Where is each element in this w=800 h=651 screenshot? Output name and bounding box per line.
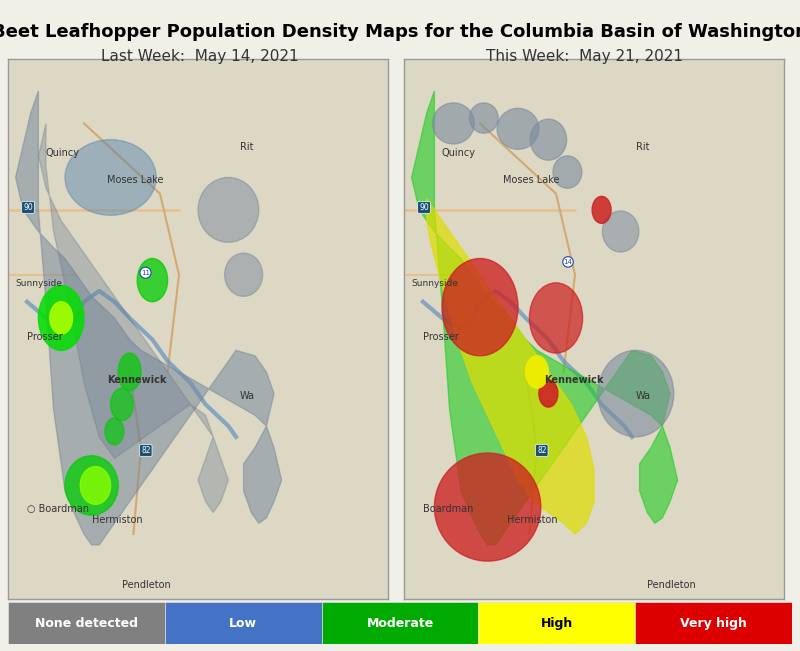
Text: 90: 90 <box>419 203 429 212</box>
Ellipse shape <box>598 350 674 437</box>
Ellipse shape <box>470 103 498 133</box>
Text: ○ Boardman: ○ Boardman <box>27 505 89 514</box>
Text: Rit: Rit <box>240 143 254 152</box>
Polygon shape <box>38 124 229 512</box>
Ellipse shape <box>105 418 124 445</box>
Text: Prosser: Prosser <box>27 331 62 342</box>
Ellipse shape <box>602 211 639 252</box>
Text: 14: 14 <box>563 259 573 265</box>
FancyBboxPatch shape <box>635 602 792 644</box>
Text: None detected: None detected <box>35 617 138 630</box>
FancyBboxPatch shape <box>8 602 165 644</box>
Text: Kennewick: Kennewick <box>107 375 166 385</box>
Text: Last Week:  May 14, 2021: Last Week: May 14, 2021 <box>101 49 299 64</box>
Text: Sunnyside: Sunnyside <box>412 279 458 288</box>
Ellipse shape <box>497 108 539 149</box>
Text: Wa: Wa <box>240 391 254 401</box>
Text: Hermiston: Hermiston <box>506 516 558 525</box>
Ellipse shape <box>592 197 611 223</box>
Ellipse shape <box>225 253 262 296</box>
Text: Sunnyside: Sunnyside <box>16 279 62 288</box>
Text: Moses Lake: Moses Lake <box>107 175 163 185</box>
Ellipse shape <box>434 453 541 561</box>
Ellipse shape <box>80 467 110 505</box>
FancyBboxPatch shape <box>322 602 478 644</box>
Polygon shape <box>412 91 678 545</box>
Text: Kennewick: Kennewick <box>545 375 604 385</box>
FancyBboxPatch shape <box>165 602 322 644</box>
Polygon shape <box>427 199 594 534</box>
Ellipse shape <box>50 302 73 334</box>
Ellipse shape <box>110 388 134 421</box>
Text: Low: Low <box>230 617 258 630</box>
Ellipse shape <box>38 286 84 350</box>
Text: Boardman: Boardman <box>423 505 474 514</box>
Text: Wa: Wa <box>636 391 651 401</box>
Text: Quincy: Quincy <box>46 148 80 158</box>
Ellipse shape <box>530 283 582 353</box>
Text: Pendleton: Pendleton <box>122 580 170 590</box>
Ellipse shape <box>442 258 518 356</box>
Text: 82: 82 <box>141 446 150 455</box>
Ellipse shape <box>118 353 141 391</box>
Text: 90: 90 <box>23 203 33 212</box>
Text: Rit: Rit <box>636 143 650 152</box>
Ellipse shape <box>530 119 566 160</box>
Ellipse shape <box>65 456 118 515</box>
Text: High: High <box>541 617 573 630</box>
Text: Beet Leafhopper Population Density Maps for the Columbia Basin of Washington: Beet Leafhopper Population Density Maps … <box>0 23 800 41</box>
FancyBboxPatch shape <box>478 602 635 644</box>
Text: This Week:  May 21, 2021: This Week: May 21, 2021 <box>486 49 682 64</box>
Ellipse shape <box>198 178 258 242</box>
Ellipse shape <box>553 156 582 188</box>
Polygon shape <box>16 91 282 545</box>
Ellipse shape <box>433 103 474 144</box>
Ellipse shape <box>526 356 549 388</box>
Text: Moderate: Moderate <box>366 617 434 630</box>
Text: Prosser: Prosser <box>423 331 458 342</box>
Text: 11: 11 <box>141 270 150 276</box>
Ellipse shape <box>138 258 168 302</box>
Ellipse shape <box>65 140 156 215</box>
Ellipse shape <box>539 380 558 407</box>
Text: Pendleton: Pendleton <box>647 580 696 590</box>
Text: Hermiston: Hermiston <box>91 516 142 525</box>
Text: Very high: Very high <box>680 617 747 630</box>
Text: 82: 82 <box>537 446 546 455</box>
Text: Quincy: Quincy <box>442 148 476 158</box>
Text: Moses Lake: Moses Lake <box>503 175 559 185</box>
